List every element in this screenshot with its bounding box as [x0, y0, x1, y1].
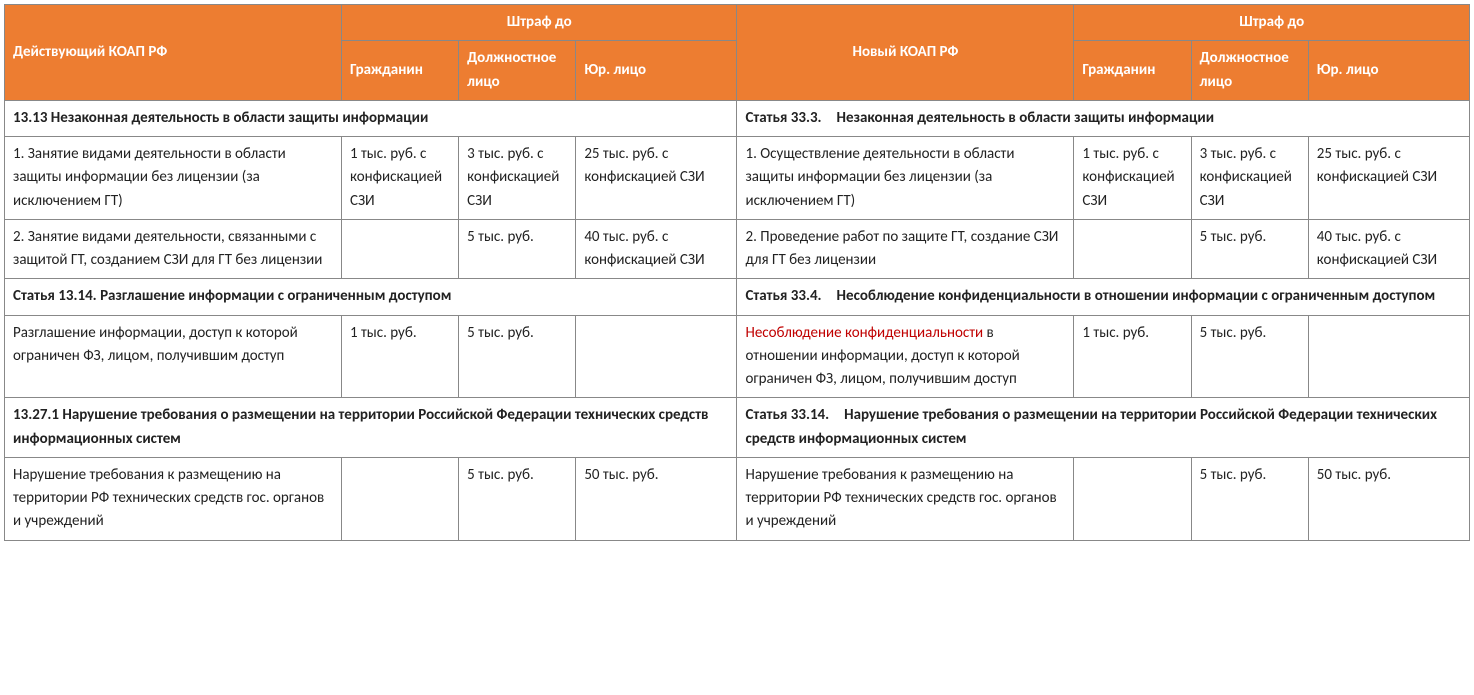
row-left-citizen: 1 тыс. руб. с конфискацией СЗИ	[341, 137, 458, 220]
row-left-citizen: 1 тыс. руб.	[341, 315, 458, 398]
row-left-legal: 40 тыс. руб. с конфискацией СЗИ	[576, 219, 737, 279]
hdr-current: Действующий КОАП РФ	[5, 5, 342, 101]
row-right-official: 5 тыс. руб.	[1191, 315, 1308, 398]
row-left-legal: 25 тыс. руб. с конфискацией СЗИ	[576, 137, 737, 220]
table-body: 13.13 Незаконная деятельность в области …	[5, 100, 1470, 540]
row-right-citizen	[1074, 219, 1191, 279]
table-row: 2. Занятие видами деятельности, связанны…	[5, 219, 1470, 279]
row-right-legal: 40 тыс. руб. с конфискацией СЗИ	[1308, 219, 1469, 279]
row-left-official: 3 тыс. руб. с конфискацией СЗИ	[459, 137, 576, 220]
row-left-desc: Разглашение информации, доступ к которой…	[5, 315, 342, 398]
row-left-legal: 50 тыс. руб.	[576, 457, 737, 540]
row-left-desc: 2. Занятие видами деятельности, связанны…	[5, 219, 342, 279]
row-right-official: 5 тыс. руб.	[1191, 219, 1308, 279]
section-heading-right: Статья 33.14. Нарушение требования о раз…	[737, 398, 1470, 458]
section-heading-left: Статья 13.14. Разглашение информации с о…	[5, 279, 737, 315]
hdr-legal-r: Юр. лицо	[1308, 41, 1469, 101]
row-right-legal	[1308, 315, 1469, 398]
row-right-desc: Несоблюдение конфиденциальности в отноше…	[737, 315, 1074, 398]
section-heading-row: 13.27.1 Нарушение требования о размещени…	[5, 398, 1470, 458]
row-left-citizen	[341, 219, 458, 279]
hdr-fine-right: Штраф до	[1074, 5, 1470, 41]
table-header: Действующий КОАП РФ Штраф до Новый КОАП …	[5, 5, 1470, 101]
row-left-legal	[576, 315, 737, 398]
section-heading-right: Статья 33.3. Незаконная деятельность в о…	[737, 100, 1470, 136]
row-left-official: 5 тыс. руб.	[459, 315, 576, 398]
comparison-table: Действующий КОАП РФ Штраф до Новый КОАП …	[4, 4, 1470, 541]
table-row: Разглашение информации, доступ к которой…	[5, 315, 1470, 398]
section-heading-row: 13.13 Незаконная деятельность в области …	[5, 100, 1470, 136]
hdr-citizen-l: Гражданин	[341, 41, 458, 101]
hdr-legal-l: Юр. лицо	[576, 41, 737, 101]
row-right-citizen: 1 тыс. руб. с конфискацией СЗИ	[1074, 137, 1191, 220]
hdr-official-r: Должностное лицо	[1191, 41, 1308, 101]
table-row: Нарушение требования к размещению на тер…	[5, 457, 1470, 540]
row-right-citizen: 1 тыс. руб.	[1074, 315, 1191, 398]
highlight-text: Несоблюдение конфиденциальности	[745, 324, 983, 342]
row-left-desc: 1. Занятие видами деятельности в области…	[5, 137, 342, 220]
row-left-desc: Нарушение требования к размещению на тер…	[5, 457, 342, 540]
hdr-new: Новый КОАП РФ	[737, 5, 1074, 101]
row-right-legal: 50 тыс. руб.	[1308, 457, 1469, 540]
row-right-official: 3 тыс. руб. с конфискацией СЗИ	[1191, 137, 1308, 220]
row-right-desc: Нарушение требования к размещению на тер…	[737, 457, 1074, 540]
row-left-official: 5 тыс. руб.	[459, 219, 576, 279]
hdr-fine-left: Штраф до	[341, 5, 737, 41]
row-right-desc: 2. Проведение работ по защите ГТ, создан…	[737, 219, 1074, 279]
section-heading-right: Статья 33.4. Несоблюдение конфиденциальн…	[737, 279, 1470, 315]
row-right-official: 5 тыс. руб.	[1191, 457, 1308, 540]
section-heading-left: 13.13 Незаконная деятельность в области …	[5, 100, 737, 136]
row-left-official: 5 тыс. руб.	[459, 457, 576, 540]
row-right-citizen	[1074, 457, 1191, 540]
table-row: 1. Занятие видами деятельности в области…	[5, 137, 1470, 220]
row-right-desc: 1. Осуществление деятельности в области …	[737, 137, 1074, 220]
hdr-official-l: Должностное лицо	[459, 41, 576, 101]
section-heading-left: 13.27.1 Нарушение требования о размещени…	[5, 398, 737, 458]
row-left-citizen	[341, 457, 458, 540]
row-right-legal: 25 тыс. руб. с конфискацией СЗИ	[1308, 137, 1469, 220]
section-heading-row: Статья 13.14. Разглашение информации с о…	[5, 279, 1470, 315]
hdr-citizen-r: Гражданин	[1074, 41, 1191, 101]
